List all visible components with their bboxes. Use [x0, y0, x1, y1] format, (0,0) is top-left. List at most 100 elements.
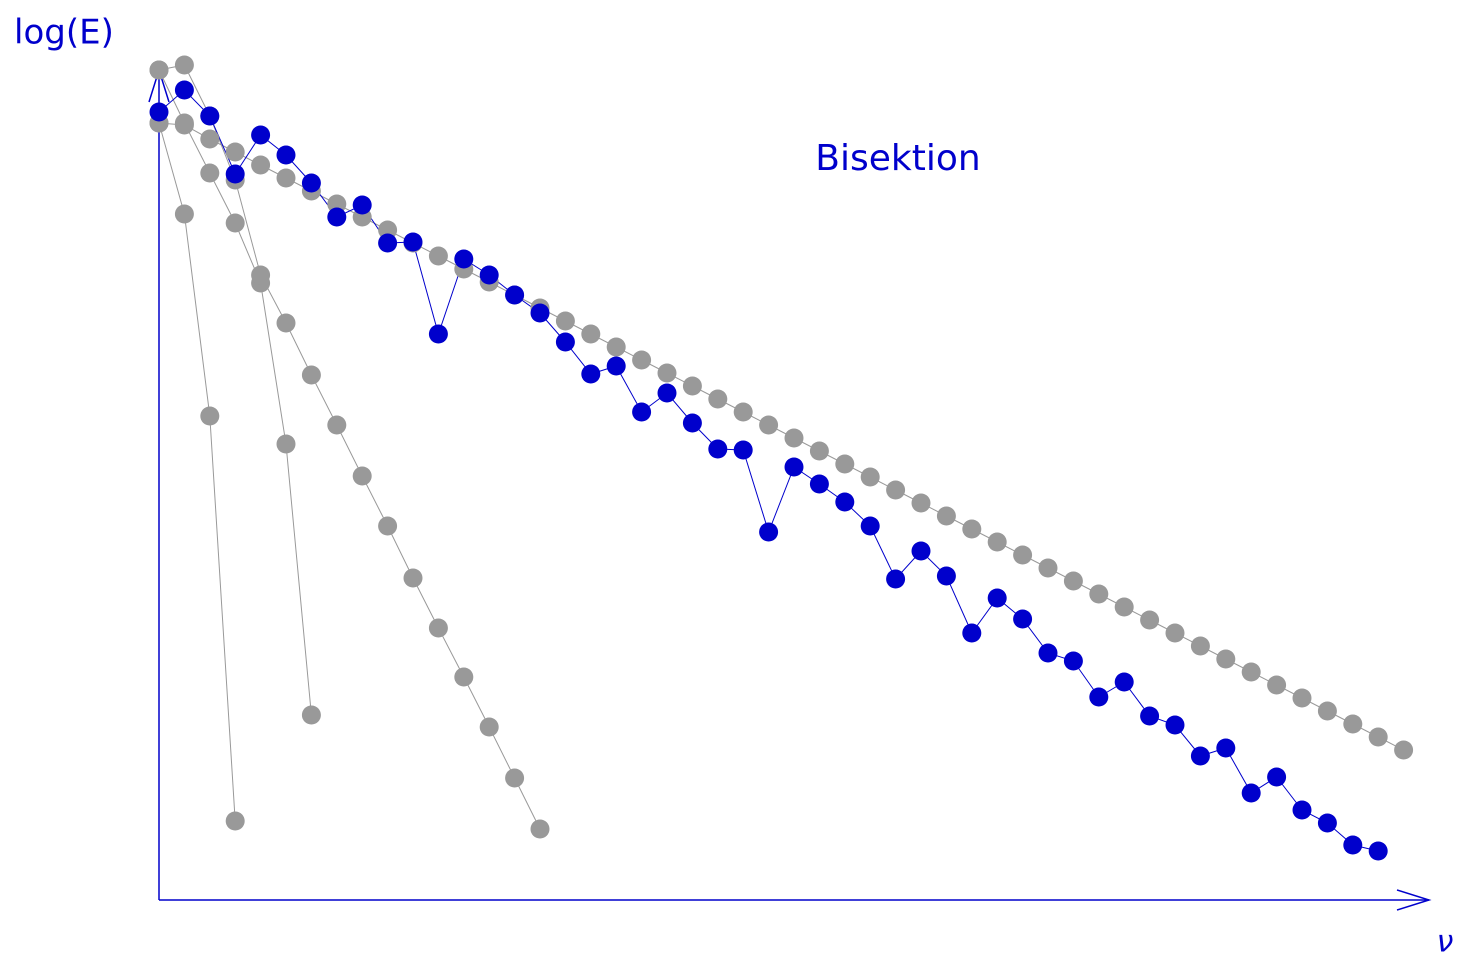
data-point: [555, 311, 575, 331]
data-point: [759, 415, 779, 435]
data-point: [657, 383, 677, 403]
data-point: [1114, 597, 1134, 617]
data-point: [1267, 675, 1287, 695]
data-point: [911, 541, 931, 561]
data-point: [1038, 643, 1058, 663]
data-point: [225, 213, 245, 233]
data-point: [174, 204, 194, 224]
data-point: [1292, 800, 1312, 820]
data-point: [428, 618, 448, 638]
data-point: [1063, 651, 1083, 671]
data-point: [276, 145, 296, 165]
data-point: [1317, 701, 1337, 721]
data-point: [327, 207, 347, 227]
data-point: [581, 324, 601, 344]
data-point: [886, 480, 906, 500]
data-point: [632, 350, 652, 370]
y-axis-label: log(E): [14, 13, 114, 53]
data-point: [1267, 767, 1287, 787]
data-point: [200, 106, 220, 126]
data-point: [606, 356, 626, 376]
data-point: [708, 439, 728, 459]
data-point: [784, 428, 804, 448]
data-point: [1216, 649, 1236, 669]
data-point: [682, 376, 702, 396]
data-point: [276, 168, 296, 188]
data-point: [225, 811, 245, 831]
data-point: [759, 522, 779, 542]
data-point: [200, 129, 220, 149]
data-point: [174, 113, 194, 133]
data-point: [174, 80, 194, 100]
data-point: [1292, 688, 1312, 708]
data-point: [860, 516, 880, 536]
data-point: [505, 768, 525, 788]
data-point: [1343, 714, 1363, 734]
data-point: [1140, 706, 1160, 726]
data-point: [682, 413, 702, 433]
data-point: [1165, 715, 1185, 735]
data-point: [555, 332, 575, 352]
data-point: [962, 519, 982, 539]
data-point: [860, 467, 880, 487]
data-point: [403, 232, 423, 252]
data-point: [1343, 835, 1363, 855]
data-point: [530, 819, 550, 839]
data-point: [1140, 610, 1160, 630]
data-point: [1241, 783, 1261, 803]
data-point: [1317, 813, 1337, 833]
data-point: [225, 142, 245, 162]
data-point: [352, 466, 372, 486]
data-point: [1190, 636, 1210, 656]
data-point: [1089, 584, 1109, 604]
data-point: [708, 389, 728, 409]
data-point: [454, 249, 474, 269]
data-point: [1114, 672, 1134, 692]
series-line: [158, 64, 541, 830]
data-point: [530, 303, 550, 323]
data-point: [149, 60, 169, 80]
data-point: [632, 402, 652, 422]
data-point: [301, 705, 321, 725]
data-point: [936, 566, 956, 586]
data-point: [301, 173, 321, 193]
data-point: [987, 588, 1007, 608]
data-point: [886, 569, 906, 589]
data-point: [1013, 609, 1033, 629]
data-point: [174, 55, 194, 75]
data-point: [733, 402, 753, 422]
data-point: [606, 337, 626, 357]
data-point: [936, 506, 956, 526]
data-point: [962, 623, 982, 643]
data-point: [809, 474, 829, 494]
data-point: [251, 155, 271, 175]
data-point: [1190, 746, 1210, 766]
data-point: [276, 313, 296, 333]
data-point: [251, 125, 271, 145]
data-point: [1216, 738, 1236, 758]
data-point: [1063, 571, 1083, 591]
data-point: [835, 492, 855, 512]
data-point: [479, 265, 499, 285]
data-point: [301, 365, 321, 385]
data-point: [327, 194, 347, 214]
data-point: [1241, 662, 1261, 682]
data-point: [149, 102, 169, 122]
x-axis-label: ν: [1437, 925, 1454, 956]
data-point: [454, 667, 474, 687]
series-line: [158, 122, 236, 822]
data-point: [1089, 687, 1109, 707]
data-point: [276, 434, 296, 454]
data-point: [1368, 727, 1388, 747]
data-point: [784, 457, 804, 477]
data-point: [225, 164, 245, 184]
data-point: [378, 220, 398, 240]
data-point: [733, 440, 753, 460]
data-point: [352, 195, 372, 215]
data-point: [1368, 841, 1388, 861]
data-point: [428, 246, 448, 266]
data-point: [835, 454, 855, 474]
data-point: [581, 364, 601, 384]
data-point: [200, 406, 220, 426]
